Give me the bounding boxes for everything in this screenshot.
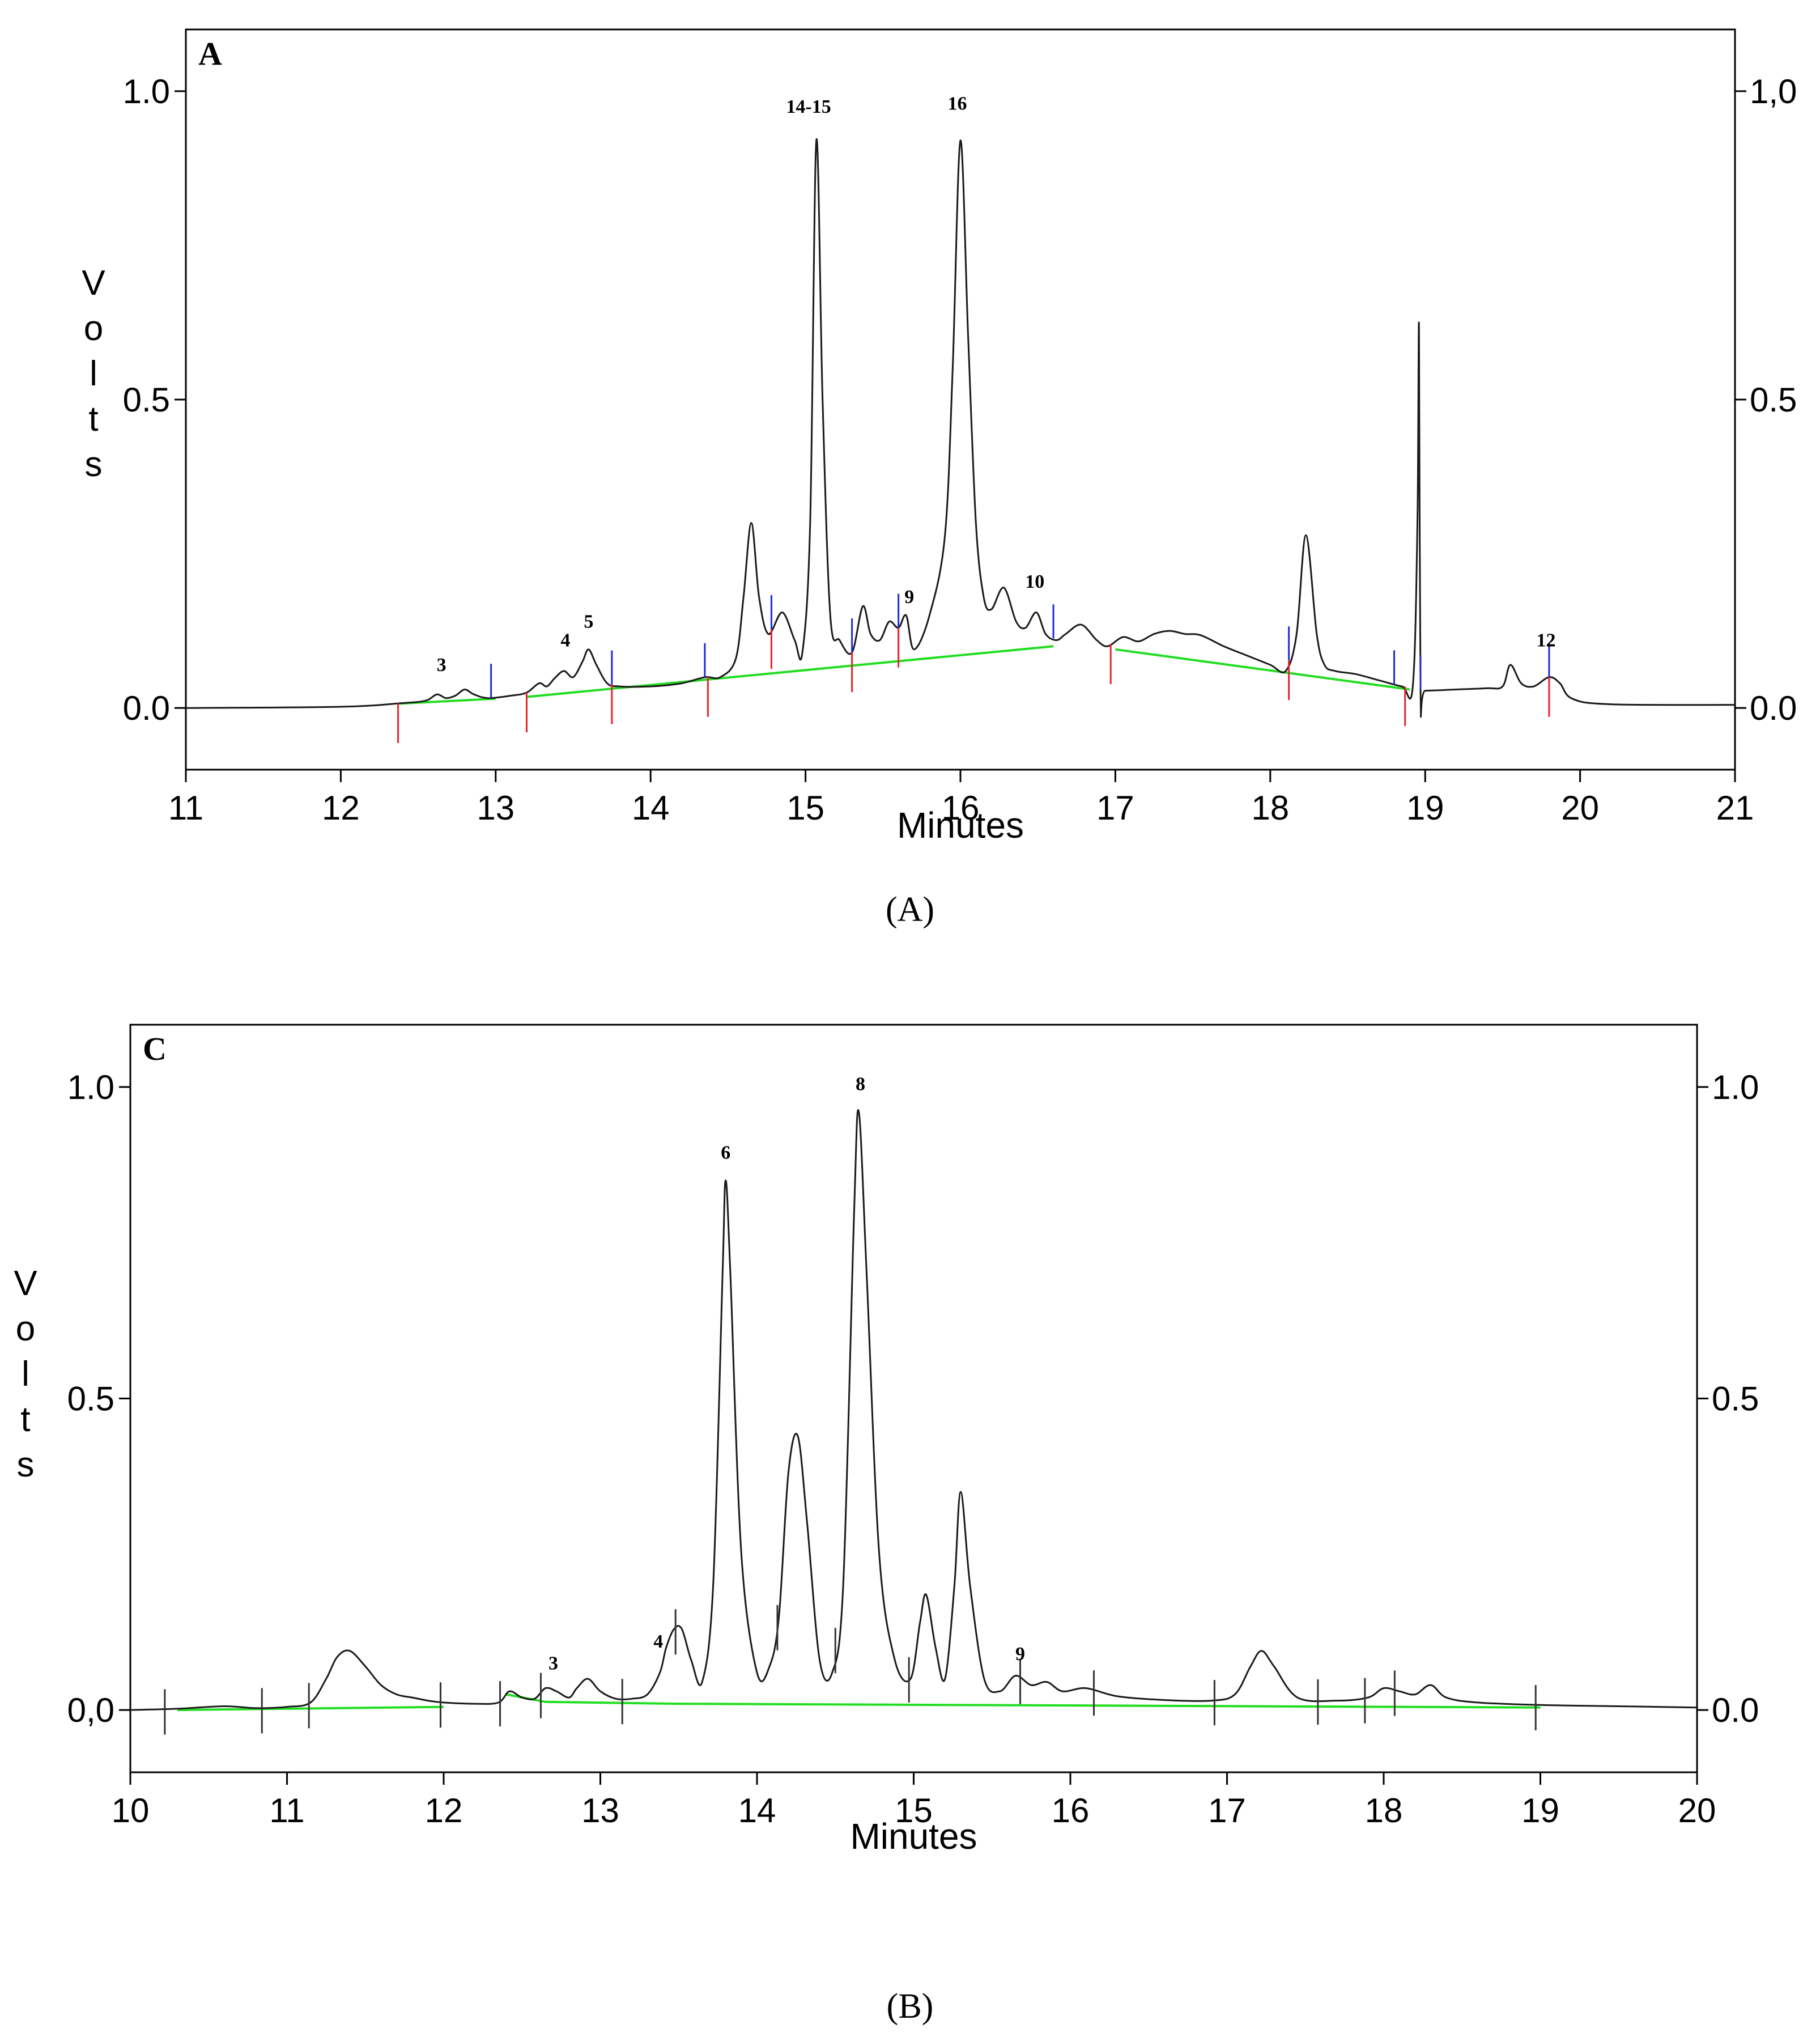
x-tick-label: 13 (477, 789, 514, 827)
peak-label: 4 (560, 630, 570, 651)
x-tick-label: 16 (1052, 1792, 1090, 1830)
x-tick-label: 19 (1521, 1792, 1559, 1830)
y-tick-label-right: 1,0 (1750, 73, 1797, 111)
y-tick-label-right: 0.5 (1712, 1380, 1759, 1418)
chromatogram-trace (185, 138, 1736, 718)
x-tick-label: 17 (1096, 789, 1134, 827)
figure-caption-a: (A) (886, 890, 934, 929)
x-tick-label: 13 (581, 1792, 619, 1830)
y-tick-label-left: 0,0 (67, 1691, 114, 1729)
x-tick-label: 19 (1406, 789, 1444, 827)
x-tick-label: 12 (322, 789, 360, 827)
peak-label: 16 (948, 93, 967, 114)
x-tick-label: 12 (425, 1792, 463, 1830)
x-tick-label: 11 (269, 1792, 304, 1830)
y-tick-label-right: 0.0 (1712, 1691, 1759, 1729)
y-tick-label-right: 0.0 (1750, 689, 1797, 727)
y-tick-label-left: 1.0 (123, 73, 170, 111)
x-tick-label: 20 (1561, 789, 1599, 827)
peak-label: 3 (548, 1653, 558, 1674)
peak-label: 8 (856, 1073, 865, 1094)
x-axis-title: Minutes (897, 805, 1024, 846)
x-tick-label: 14 (632, 789, 670, 827)
chromatogram-trace (130, 1109, 1698, 1711)
x-tick-label: 18 (1365, 1792, 1403, 1830)
x-tick-label: 17 (1208, 1792, 1246, 1830)
peak-label: 12 (1536, 630, 1555, 651)
x-tick-label: 21 (1716, 789, 1754, 827)
x-tick-label: 15 (786, 789, 824, 827)
integration-baseline (177, 1705, 444, 1712)
y-tick-label-left: 0.5 (67, 1380, 114, 1418)
integration-baseline (506, 1693, 1541, 1709)
x-axis-title: Minutes (850, 1816, 977, 1857)
peak-label: 3 (437, 655, 447, 676)
peak-label: 6 (721, 1142, 730, 1163)
y-tick-label-left: 0.0 (123, 689, 170, 727)
integration-baseline (1115, 648, 1410, 691)
x-tick-label: 11 (168, 789, 203, 827)
y-tick-label-left: 0.5 (123, 381, 170, 419)
peak-label: 14-15 (786, 96, 831, 117)
peak-label: 4 (653, 1631, 663, 1652)
integration-baseline (526, 645, 1054, 698)
x-tick-label: 14 (738, 1792, 776, 1830)
y-tick-label-right: 1.0 (1712, 1068, 1759, 1106)
x-tick-label: 15 (895, 1792, 933, 1830)
plot-frame (129, 1024, 1698, 1773)
x-tick-label: 16 (942, 789, 980, 827)
y-tick-label-right: 0.5 (1750, 381, 1797, 419)
figure-caption-b: (B) (887, 1987, 934, 2026)
peak-label: 5 (584, 612, 593, 633)
peak-label: 10 (1025, 571, 1044, 592)
x-tick-label: 18 (1251, 789, 1289, 827)
panel-letter: C (143, 1030, 167, 1067)
panel-letter: A (198, 35, 222, 72)
chromatogram-panel-b: C 10 11 12 13 14 15 16 17 18 19 20 0,0 0.0 0.5 0.5 1.0 1.… (14, 1024, 1759, 1857)
peak-label: 9 (1015, 1644, 1025, 1665)
x-tick-label: 10 (112, 1792, 150, 1830)
peak-label: 9 (904, 587, 914, 608)
chromatogram-panel-a: A 11 12 13 14 15 16 17 18 19 20 21 0.0 0.0 0.5 0.5 1.0 1,… (82, 28, 1797, 846)
x-tick-label: 20 (1678, 1792, 1716, 1830)
y-tick-label-left: 1.0 (67, 1068, 114, 1106)
